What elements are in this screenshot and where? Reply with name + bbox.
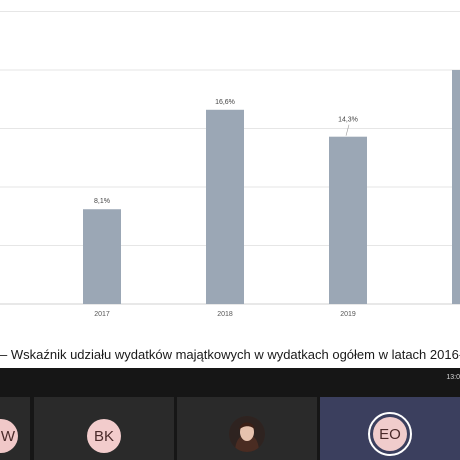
speaking-indicator-ring [368, 412, 412, 456]
meeting-clock: 13:0 [446, 374, 460, 381]
bar-2017 [83, 209, 121, 304]
x-tick-label: 2017 [94, 311, 110, 318]
participant-photo [229, 416, 265, 452]
participant-initials: W [0, 427, 16, 445]
participant-tile-3[interactable] [177, 397, 317, 460]
participant-tile-2[interactable]: BK [34, 397, 174, 460]
participant-avatar: BK [87, 419, 121, 453]
x-tick-label: 2019 [340, 311, 356, 318]
participant-initials: BK [93, 427, 114, 445]
bar-chart: 8,1%16,6%14,3% 2017201820192020 [0, 11, 460, 318]
bar-2019 [329, 136, 367, 304]
data-label-2017: 8,1% [94, 198, 110, 205]
participant-tile-4-active[interactable]: EO [320, 397, 460, 460]
data-label-2018: 16,6% [215, 99, 235, 106]
participant-avatar: W [0, 419, 18, 453]
bar-2018 [206, 109, 244, 304]
shared-screen: 8,1%16,6%14,3% 2017201820192020 – Wskaźn… [0, 11, 460, 362]
figure-caption: – Wskaźnik udziału wydatków majątkowych … [0, 347, 460, 362]
person-photo-icon [229, 416, 265, 452]
x-tick-label: 2018 [217, 311, 233, 318]
participant-initials: EO [379, 425, 401, 443]
data-label-2019: 14,3% [338, 117, 358, 124]
bar-2020 [452, 70, 460, 304]
leader-line-2019 [345, 124, 350, 136]
participant-tile-1[interactable]: W [0, 397, 30, 460]
participant-avatar: EO [373, 417, 407, 451]
